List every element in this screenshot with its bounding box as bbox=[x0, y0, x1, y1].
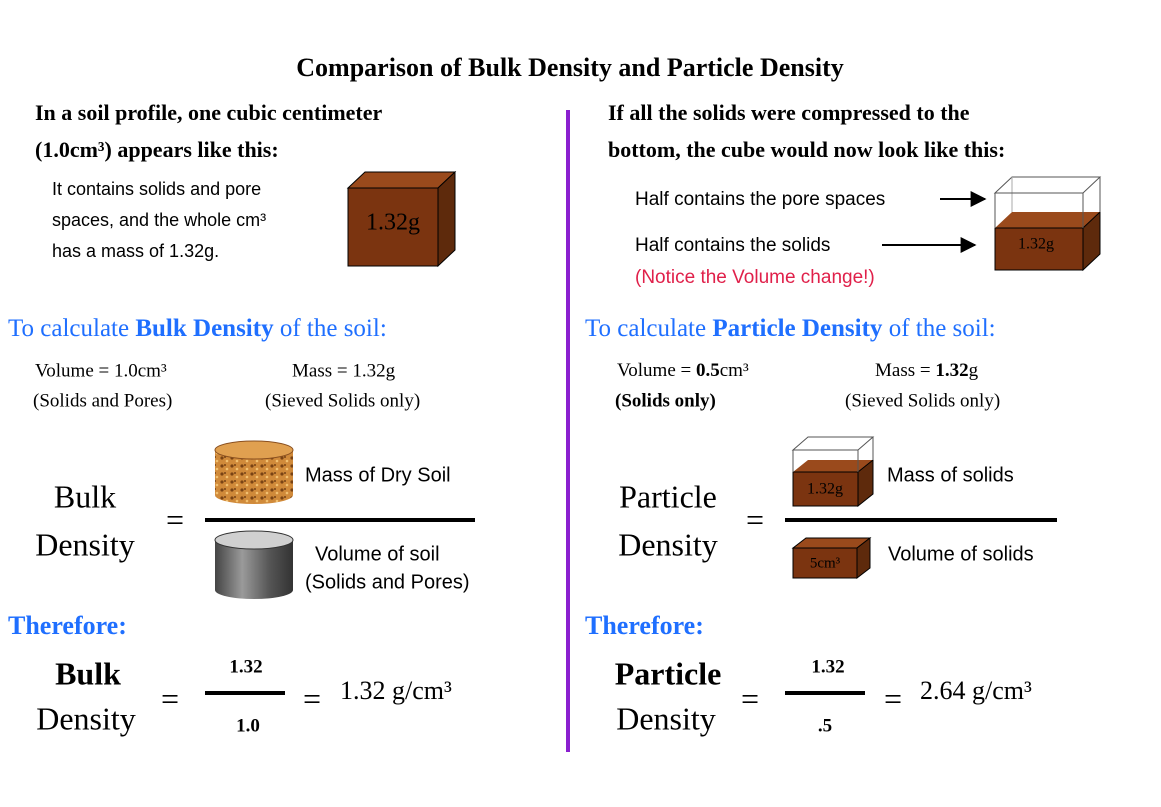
equals: = bbox=[166, 501, 184, 537]
cube-label: 1.32g bbox=[1018, 236, 1054, 253]
heading-prefix: To calculate bbox=[8, 315, 135, 342]
formula-term: Bulk bbox=[54, 478, 116, 514]
mass-note: (Sieved Solids only) bbox=[845, 390, 1000, 411]
volume-label: Volume = 0.5cm³ bbox=[617, 360, 749, 381]
volume-note: (Solids and Pores) bbox=[33, 390, 172, 411]
result-term: Particle bbox=[615, 655, 722, 691]
result-value: 2.64 g/cm³ bbox=[920, 676, 1032, 705]
result-numerator: 1.32 bbox=[811, 656, 844, 677]
section-heading: To calculate Particle Density of the soi… bbox=[585, 315, 996, 342]
denominator-label: Volume of solids bbox=[888, 543, 1034, 565]
notice: (Notice the Volume change!) bbox=[635, 267, 875, 288]
mass-note: (Sieved Solids only) bbox=[265, 390, 420, 411]
mass-label: Mass = 1.32g bbox=[292, 360, 396, 381]
denominator-label: (Solids and Pores) bbox=[305, 571, 470, 593]
volume-box bbox=[791, 536, 872, 580]
result-term: Density bbox=[36, 700, 136, 736]
formula-term: Density bbox=[618, 526, 718, 562]
result-denominator: .5 bbox=[818, 715, 832, 736]
description-line: has a mass of 1.32g. bbox=[52, 241, 219, 261]
numerator-label: Mass of solids bbox=[887, 464, 1014, 486]
result-denominator: 1.0 bbox=[236, 715, 260, 736]
numerator-label: Mass of Dry Soil bbox=[305, 464, 451, 486]
box-label: 5cm³ bbox=[810, 555, 841, 571]
equals: = bbox=[303, 680, 321, 716]
equals: = bbox=[746, 501, 764, 537]
soil-cylinder bbox=[214, 440, 294, 504]
therefore: Therefore: bbox=[585, 611, 704, 640]
volume-label: Volume = 1.0cm³ bbox=[35, 360, 167, 381]
intro-line: (1.0cm³) appears like this: bbox=[35, 137, 279, 162]
volume-cylinder bbox=[214, 530, 294, 599]
volume-value: 0.5 bbox=[696, 360, 720, 381]
mass-value: 1.32 bbox=[935, 360, 968, 381]
formula-term: Density bbox=[35, 526, 135, 562]
heading-suffix: of the soil: bbox=[882, 315, 995, 342]
cube-label: 1.32g bbox=[366, 210, 420, 236]
heading-term: Particle Density bbox=[712, 315, 883, 342]
pore-note: Half contains the pore spaces bbox=[635, 189, 885, 210]
title: Comparison of Bulk Density and Particle … bbox=[296, 53, 843, 82]
result-value: 1.32 g/cm³ bbox=[340, 676, 452, 705]
formula-term: Particle bbox=[619, 478, 717, 514]
compressed-cube bbox=[993, 176, 1102, 272]
heading-prefix: To calculate bbox=[585, 315, 712, 342]
volume-note: (Solids only) bbox=[615, 390, 716, 411]
section-heading: To calculate Bulk Density of the soil: bbox=[8, 315, 387, 342]
equals: = bbox=[741, 680, 759, 716]
mass-label: Mass = 1.32g bbox=[875, 360, 979, 381]
equals: = bbox=[884, 680, 902, 716]
intro-line: bottom, the cube would now look like thi… bbox=[608, 137, 1005, 162]
volume-unit: cm³ bbox=[720, 360, 749, 381]
result-numerator: 1.32 bbox=[229, 656, 262, 677]
heading-term: Bulk Density bbox=[135, 315, 274, 342]
description-line: spaces, and the whole cm³ bbox=[52, 210, 266, 230]
intro-line: In a soil profile, one cubic centimeter bbox=[35, 100, 382, 125]
solids-note: Half contains the solids bbox=[635, 235, 830, 256]
result-term: Bulk bbox=[55, 655, 121, 691]
therefore: Therefore: bbox=[8, 611, 127, 640]
description-line: It contains solids and pore bbox=[52, 179, 261, 199]
mass-prefix: Mass = bbox=[875, 360, 935, 381]
box-label: 1.32g bbox=[807, 481, 843, 498]
soil-cube bbox=[346, 170, 457, 268]
mass-unit: g bbox=[969, 360, 979, 381]
solids-box bbox=[791, 436, 875, 508]
heading-suffix: of the soil: bbox=[274, 315, 387, 342]
result-term: Density bbox=[616, 700, 716, 736]
denominator-label: Volume of soil bbox=[315, 543, 440, 565]
volume-prefix: Volume = bbox=[617, 360, 696, 381]
equals: = bbox=[161, 680, 179, 716]
intro-line: If all the solids were compressed to the bbox=[608, 100, 970, 125]
